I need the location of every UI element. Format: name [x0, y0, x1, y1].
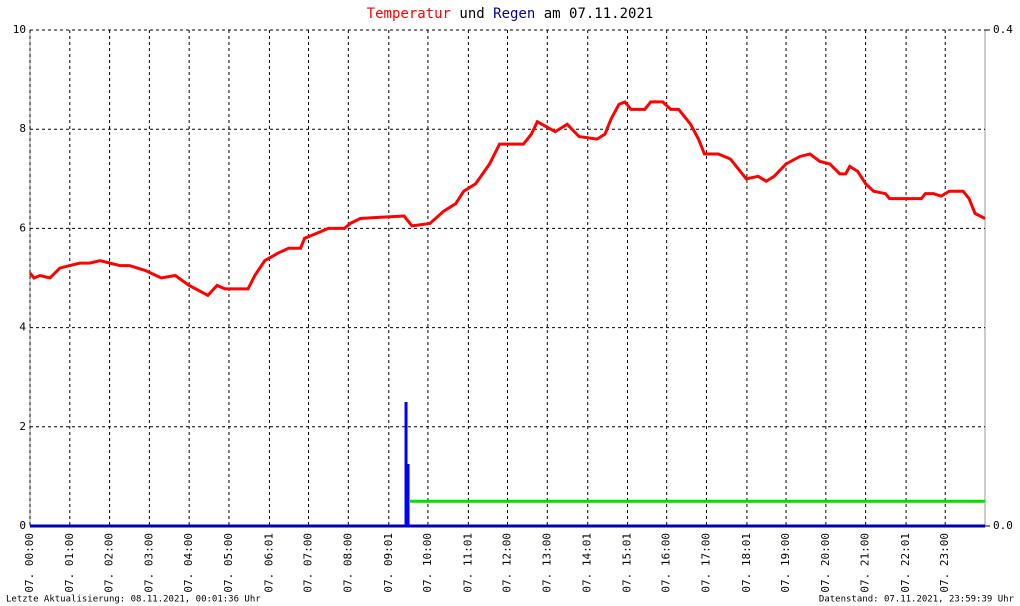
x-tick-label: 07. 16:00	[660, 533, 673, 593]
y-tick-label: 2	[19, 420, 26, 433]
y2-tick-label: 0.4	[993, 23, 1013, 36]
title-part: Regen	[493, 6, 535, 22]
rain-bar	[404, 402, 408, 526]
x-tick-label: 07. 23:00	[938, 533, 951, 593]
x-tick-label: 07. 20:00	[819, 533, 832, 593]
x-tick-label: 07. 12:00	[501, 533, 514, 593]
x-tick-label: 07. 22:01	[899, 533, 912, 593]
footer-left: Letzte Aktualisierung: 08.11.2021, 00:01…	[6, 595, 261, 605]
title-part: am 07.11.2021	[544, 6, 654, 22]
x-tick-label: 07. 15:01	[621, 533, 634, 593]
x-tick-label: 07. 09:01	[382, 533, 395, 593]
y-tick-label: 8	[19, 122, 26, 135]
y-tick-label: 0	[19, 519, 26, 532]
rain-bar	[406, 464, 410, 526]
x-tick-label: 07. 02:00	[103, 533, 116, 593]
x-tick-label: 07. 03:00	[142, 533, 155, 593]
series-line	[28, 100, 986, 298]
x-tick-label: 07. 14:01	[581, 533, 594, 593]
x-tick-label: 07. 19:00	[779, 533, 792, 593]
x-tick-label: 07. 21:00	[859, 533, 872, 593]
x-tick-label: 07. 00:00	[23, 533, 36, 593]
x-tick-label: 07. 17:00	[699, 533, 712, 593]
title-part: und	[459, 6, 484, 22]
y-tick-label: 4	[19, 321, 26, 334]
x-tick-label: 07. 04:00	[182, 533, 195, 593]
x-tick-label: 07. 08:00	[341, 533, 354, 593]
x-tick-label: 07. 10:00	[421, 533, 434, 593]
x-tick-label: 07. 01:00	[63, 533, 76, 593]
title-part: Temperatur	[367, 6, 451, 22]
chart-title: Temperatur und Regen am 07.11.2021	[367, 6, 654, 22]
y2-tick-label: 0.0	[993, 519, 1013, 532]
x-tick-label: 07. 07:00	[302, 533, 315, 593]
footer-right: Datenstand: 07.11.2021, 23:59:39 Uhr	[819, 595, 1015, 605]
x-tick-label: 07. 13:00	[540, 533, 553, 593]
y-tick-label: 6	[19, 221, 26, 234]
x-tick-label: 07. 18:01	[740, 533, 753, 593]
x-tick-label: 07. 11:01	[461, 533, 474, 593]
x-tick-label: 07. 06:01	[262, 533, 275, 593]
x-tick-label: 07. 05:00	[222, 533, 235, 593]
y-tick-label: 10	[13, 23, 26, 36]
